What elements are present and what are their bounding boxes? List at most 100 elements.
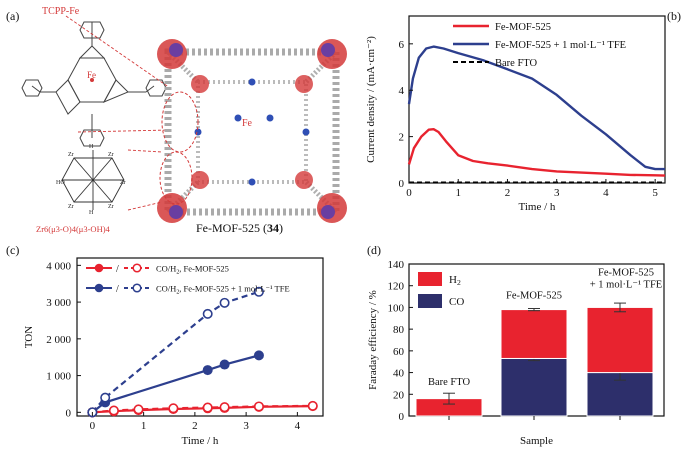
panel-d-legend-swatch-0: [418, 272, 442, 286]
panel-b-xtick-label-2: 2: [505, 187, 511, 199]
panel-a: (a) TCPP-Fe Fe Zr Zr HO Zr: [6, 6, 347, 235]
fe-sites: [194, 78, 310, 186]
panel-c-legend-sep-0: /: [116, 264, 119, 275]
panel-c-xtick-label-3: 3: [243, 420, 249, 432]
panel-c-legend-filled-marker-0: [94, 263, 104, 273]
zr-node-clusters: [157, 39, 347, 223]
panel-b-xtick-label-4: 4: [603, 187, 609, 199]
panel-c-point-1-3: [168, 403, 179, 414]
panel-c-ytick-label-0: 0: [66, 407, 72, 419]
panel-b-legend-label-1: Fe-MOF-525 + 1 mol·L⁻¹ TFE: [495, 40, 626, 51]
panel-c-point-1-6: [253, 401, 264, 412]
panel-c-xtick-label-4: 4: [295, 420, 301, 432]
svg-text:Zr: Zr: [108, 152, 114, 158]
panel-c-point-3-2: [202, 308, 213, 319]
panel-c-legend-sep-1: /: [116, 284, 119, 295]
panel-b-ytick-label-3: 6: [399, 39, 405, 51]
fe-label: Fe: [87, 70, 96, 80]
panel-b-ytick-label-1: 2: [399, 132, 405, 144]
svg-text:Zr: Zr: [120, 180, 126, 186]
panel-b-series-0: [407, 127, 666, 177]
panel-b-legend-label-2: Bare FTO: [495, 58, 538, 69]
panel-d-ytick-label-1: 20: [393, 389, 405, 401]
fe-center-dot: [90, 78, 94, 82]
porphyrin-label: TCPP-Fe: [42, 6, 80, 17]
panel-c-point-3-3: [219, 297, 230, 308]
panel-c-point-3-4: [253, 286, 264, 297]
panel-b-series-1: [407, 45, 665, 171]
panel-b-legend-label-0: Fe-MOF-525: [495, 22, 551, 33]
mof-framework: Fe: [157, 39, 347, 223]
svg-text:H: H: [89, 144, 94, 150]
panel-d-bar-H2-2: [586, 306, 654, 374]
panel-c-ytick-label-2: 2 000: [46, 334, 71, 346]
zr-cluster: [61, 150, 125, 210]
panel-c-ylabel: TON: [23, 326, 35, 348]
panel-d-ytick-label-7: 140: [388, 259, 405, 271]
panel-c-point-3-1: [100, 392, 111, 403]
panel-d-bar-H2-1: [500, 309, 568, 359]
panel-d-legend-label-1: CO: [449, 296, 464, 308]
panel-d-category-label-2-0: Fe-MOF-525: [598, 267, 654, 278]
panel-c-xtick-label-2: 2: [192, 420, 198, 432]
panel-c-legend-open-marker-0: [132, 263, 142, 273]
panel-d-ytick-label-5: 100: [388, 302, 405, 314]
panel-d-legend-label-0: H2​: [449, 274, 461, 287]
panel-c-frame: [76, 257, 324, 417]
panel-c-point-1-2: [133, 404, 144, 415]
panel-b-xtick-label-1: 1: [455, 187, 461, 199]
panel-c-legend-label-1: CO/H2​, Fe-MOF-525 + 1 mol·L⁻¹ TFE: [156, 284, 290, 296]
svg-text:Zr: Zr: [68, 204, 74, 210]
panel-b-ytick-label-0: 0: [399, 178, 405, 190]
panel-c-point-2-3: [219, 359, 230, 370]
panel-d-xlabel: Sample: [520, 435, 553, 447]
panel-c-point-1-4: [202, 402, 213, 413]
panel-c-label: (c): [6, 243, 19, 257]
svg-text:HO: HO: [56, 180, 65, 186]
svg-text:H: H: [89, 210, 94, 216]
panel-d-category-label-0-0: Bare FTO: [428, 377, 471, 388]
panel-c-ytick-label-3: 3 000: [46, 297, 71, 309]
panel-d-category-label-1-0: Fe-MOF-525: [506, 290, 562, 301]
panel-d-ytick-label-3: 60: [393, 346, 405, 358]
panel-c-chart: (c) 0 1 2 3 4 0 1 000 2 000 3 000 4 000 Time / h TON…: [6, 243, 324, 447]
panel-c-point-2-4: [253, 350, 264, 361]
panel-d-ylabel: Faraday efficiency / %: [367, 290, 379, 390]
panel-a-label: (a): [6, 9, 19, 23]
panel-c-ytick-label-1: 1 000: [46, 371, 71, 383]
panel-d-category-label-2-1: + 1 mol·L⁻¹ TFE: [590, 279, 662, 290]
cluster-label: Zr6(μ3-O)4(μ3-OH)4: [36, 224, 111, 234]
panel-c-legend-label-0: CO/H2​, Fe-MOF-525: [156, 264, 229, 276]
panel-b-chart: (b) 0 1 2 3 4 5 0 2 4 6 Time / h Current density / (…: [365, 9, 681, 213]
panel-b-xtick-label-3: 3: [554, 187, 560, 199]
mof-caption: Fe-MOF-525 (34): [196, 221, 283, 235]
panel-d-ytick-label-4: 80: [393, 324, 405, 336]
panel-d-ytick-label-0: 0: [399, 411, 405, 423]
porphyrin-molecule: [21, 21, 167, 147]
panel-c-series-line-2: [91, 354, 260, 414]
zr-atom-labels: Zr Zr HO Zr Zr Zr H H: [56, 144, 126, 216]
svg-text:Zr: Zr: [68, 152, 74, 158]
panel-c-point-2-2: [202, 365, 213, 376]
panel-b-ylabel: Current density / (mA·cm⁻²): [365, 36, 377, 163]
panel-c-xtick-label-0: 0: [90, 420, 96, 432]
panel-d-label: (d): [367, 243, 381, 257]
panel-d-bar-CO-1: [500, 357, 568, 417]
panel-c-xlabel: Time / h: [182, 435, 219, 447]
panel-b-label: (b): [667, 9, 681, 23]
panel-c-ytick-label-4: 4 000: [46, 260, 71, 272]
panel-c-series-line-3: [91, 290, 260, 414]
leader-lines: [65, 15, 171, 211]
panel-b-xlabel: Time / h: [519, 201, 556, 213]
panel-c-point-1-7: [307, 400, 318, 411]
svg-text:Zr: Zr: [108, 204, 114, 210]
panel-d-ytick-label-2: 40: [393, 368, 405, 380]
framework-fe-label: Fe: [242, 118, 253, 129]
panel-b-ytick-label-2: 4: [399, 85, 405, 97]
panel-b-xtick-label-5: 5: [652, 187, 658, 199]
panel-d-ytick-label-6: 120: [388, 281, 405, 293]
panel-c-point-1-5: [219, 402, 230, 413]
panel-c-point-1-1: [108, 405, 119, 416]
